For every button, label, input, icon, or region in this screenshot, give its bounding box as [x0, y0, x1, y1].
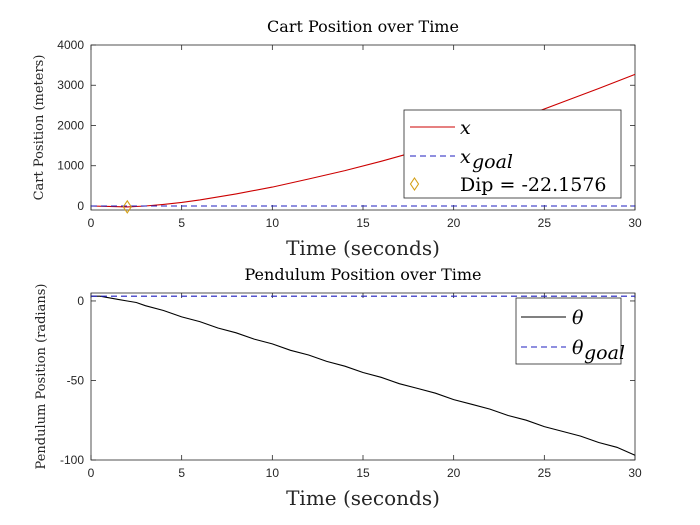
y-tick-label: 4000 [57, 38, 84, 52]
y-tick-label: -50 [67, 373, 85, 387]
x-tick-label: 20 [447, 466, 461, 480]
x-tick-label: 30 [628, 216, 642, 230]
legend-label: x [460, 146, 471, 168]
x-tick-label: 0 [88, 466, 95, 480]
legend-marker-swatch [409, 177, 420, 191]
legend-label-subscript: goal [472, 151, 513, 173]
x-tick-label: 0 [88, 216, 95, 230]
x-tick-label: 10 [266, 216, 280, 230]
x-tick-label: 25 [538, 216, 552, 230]
y-axis-label: Cart Position (meters) [32, 55, 47, 201]
x-tick-label: 5 [178, 466, 185, 480]
x-tick-label: 15 [356, 466, 370, 480]
legend-label-subscript: goal [584, 342, 625, 364]
legend-box-1 [515, 297, 622, 365]
x-tick-label: 5 [178, 216, 185, 230]
y-tick-label: 1000 [57, 159, 84, 173]
legend-label: Dip = -22.1576 [460, 174, 606, 196]
x-tick-label: 25 [538, 466, 552, 480]
legend-box-0 [403, 109, 622, 199]
x-tick-label: 15 [356, 216, 370, 230]
chart-title: Pendulum Position over Time [245, 265, 482, 284]
y-tick-label: 2000 [57, 118, 84, 132]
x-tick-label: 10 [266, 466, 280, 480]
x-axis-label: Time (seconds) [286, 236, 440, 260]
chart-title: Cart Position over Time [267, 17, 459, 36]
y-tick-label: -100 [60, 453, 84, 467]
y-tick-label: 0 [77, 199, 84, 213]
dip-marker [122, 199, 132, 214]
x-tick-label: 20 [447, 216, 461, 230]
legend-label: x [460, 117, 471, 139]
x-axis-label: Time (seconds) [286, 486, 440, 510]
y-tick-label: 3000 [57, 78, 84, 92]
y-tick-label: 0 [77, 294, 84, 308]
x-tick-label: 30 [628, 466, 642, 480]
legend-label: θ [572, 307, 584, 329]
series-line-theta [91, 295, 636, 456]
legend-label: θ [572, 337, 584, 359]
y-axis-label: Pendulum Position (radians) [34, 284, 49, 470]
